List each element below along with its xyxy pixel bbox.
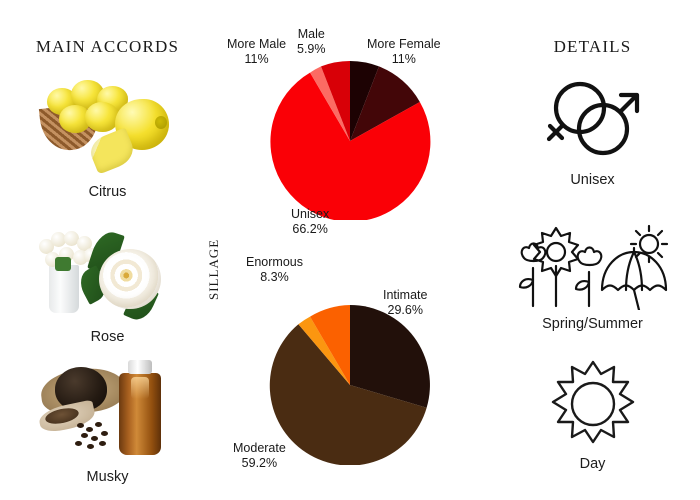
gender-pie-chart[interactable] <box>252 60 448 220</box>
gender-pie-block: More Male 11% Male 5.9% More Female 11% … <box>215 27 485 236</box>
pie-slice-female <box>350 60 379 141</box>
pie-slice-enormous <box>310 305 350 385</box>
pie-label-more-female: More Female 11% <box>367 37 441 66</box>
rose-bloom-shape <box>98 249 161 309</box>
sillage-pie-block: Enormous 8.3% Intimate 29.6% Moderate 59… <box>215 255 485 470</box>
pie-label-enormous: Enormous 8.3% <box>246 255 303 284</box>
pie-label-more-male: More Male 11% <box>227 37 287 66</box>
sillage-axis-label: SILLAGE <box>206 238 221 300</box>
accord-label-citrus: Citrus <box>88 184 127 200</box>
detail-label-unisex: Unisex <box>570 172 615 188</box>
male-female-symbol-icon <box>485 74 700 166</box>
pie-slice-more-female <box>350 66 420 141</box>
pie-label-intimate: Intimate 29.6% <box>383 288 428 317</box>
lemon-shape <box>84 102 119 132</box>
accord-item-citrus[interactable]: Citrus <box>0 72 215 200</box>
accord-item-musky[interactable]: Musky <box>0 357 215 485</box>
pie-slice-moderate <box>269 324 427 465</box>
charts-column: SILLAGE More Male <box>206 0 485 500</box>
vase-shape <box>48 265 79 313</box>
detail-item-unisex[interactable]: Unisex <box>485 74 700 188</box>
accord-item-rose[interactable]: Rose <box>0 217 215 345</box>
detail-item-season[interactable]: Spring/Summer <box>485 218 700 332</box>
accord-label-rose: Rose <box>90 329 125 345</box>
details-column: DETAILS Unisex <box>485 0 700 500</box>
sillage-pie-chart[interactable] <box>252 305 448 465</box>
pie-slice-strong <box>298 316 350 385</box>
pie-slice-intimate <box>350 305 430 408</box>
grains-shape <box>74 421 135 451</box>
amber-bottle-shape <box>118 360 161 455</box>
musky-artwork <box>33 357 183 465</box>
rose-artwork <box>33 217 183 325</box>
detail-label-season: Spring/Summer <box>542 316 643 332</box>
sun-icon <box>485 358 700 450</box>
pie-label-unisex: Unisex 66.2% <box>291 207 330 236</box>
citrus-artwork <box>33 72 183 180</box>
details-header: DETAILS <box>553 37 632 56</box>
detail-item-day[interactable]: Day <box>485 358 700 472</box>
pie-slice-unisex <box>270 72 431 220</box>
accord-label-musky: Musky <box>86 469 129 485</box>
stem-shape <box>54 257 71 271</box>
main-accords-header: MAIN ACCORDS <box>35 37 180 56</box>
pie-label-male: Male 5.9% <box>297 27 326 56</box>
flowers-umbrella-sun-icon <box>485 218 700 310</box>
pie-slice-male <box>321 60 350 141</box>
pie-label-moderate: Moderate 59.2% <box>233 441 286 470</box>
main-accords-column: MAIN ACCORDS Citrus <box>0 0 215 500</box>
detail-label-day: Day <box>579 456 606 472</box>
pie-slice-more-male <box>310 66 350 141</box>
